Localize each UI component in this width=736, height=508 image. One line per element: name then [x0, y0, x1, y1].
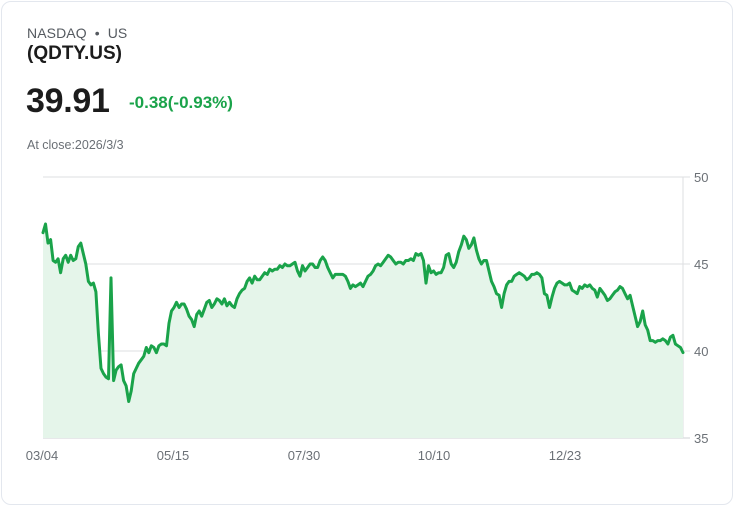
price-line [41, 222, 685, 403]
region-label: US [107, 25, 128, 41]
exchange-name: NASDAQ [27, 25, 87, 41]
ticker-symbol: (QDTY.US) [27, 43, 122, 64]
separator-dot: • [94, 25, 100, 41]
x-axis: 03/04 05/15 07/30 10/10 12/23 [26, 448, 582, 463]
x-tick-label: 12/23 [549, 448, 582, 463]
y-axis: 35 40 45 50 [694, 170, 708, 446]
close-timestamp: At close:2026/3/3 [27, 138, 124, 152]
x-tick-label: 03/04 [26, 448, 59, 463]
y-tick-label: 35 [694, 431, 708, 446]
y-tick-label: 50 [694, 170, 708, 185]
price-area-fill [43, 224, 683, 438]
price-change: -0.38(-0.93%) [129, 93, 233, 112]
x-tick-label: 07/30 [288, 448, 321, 463]
y-tick-label: 40 [694, 344, 708, 359]
x-tick-label: 05/15 [157, 448, 190, 463]
exchange-line: NASDAQ • US [27, 25, 127, 41]
y-tick-label: 45 [694, 257, 708, 272]
last-price: 39.91 [26, 82, 110, 120]
x-tick-label: 10/10 [418, 448, 451, 463]
